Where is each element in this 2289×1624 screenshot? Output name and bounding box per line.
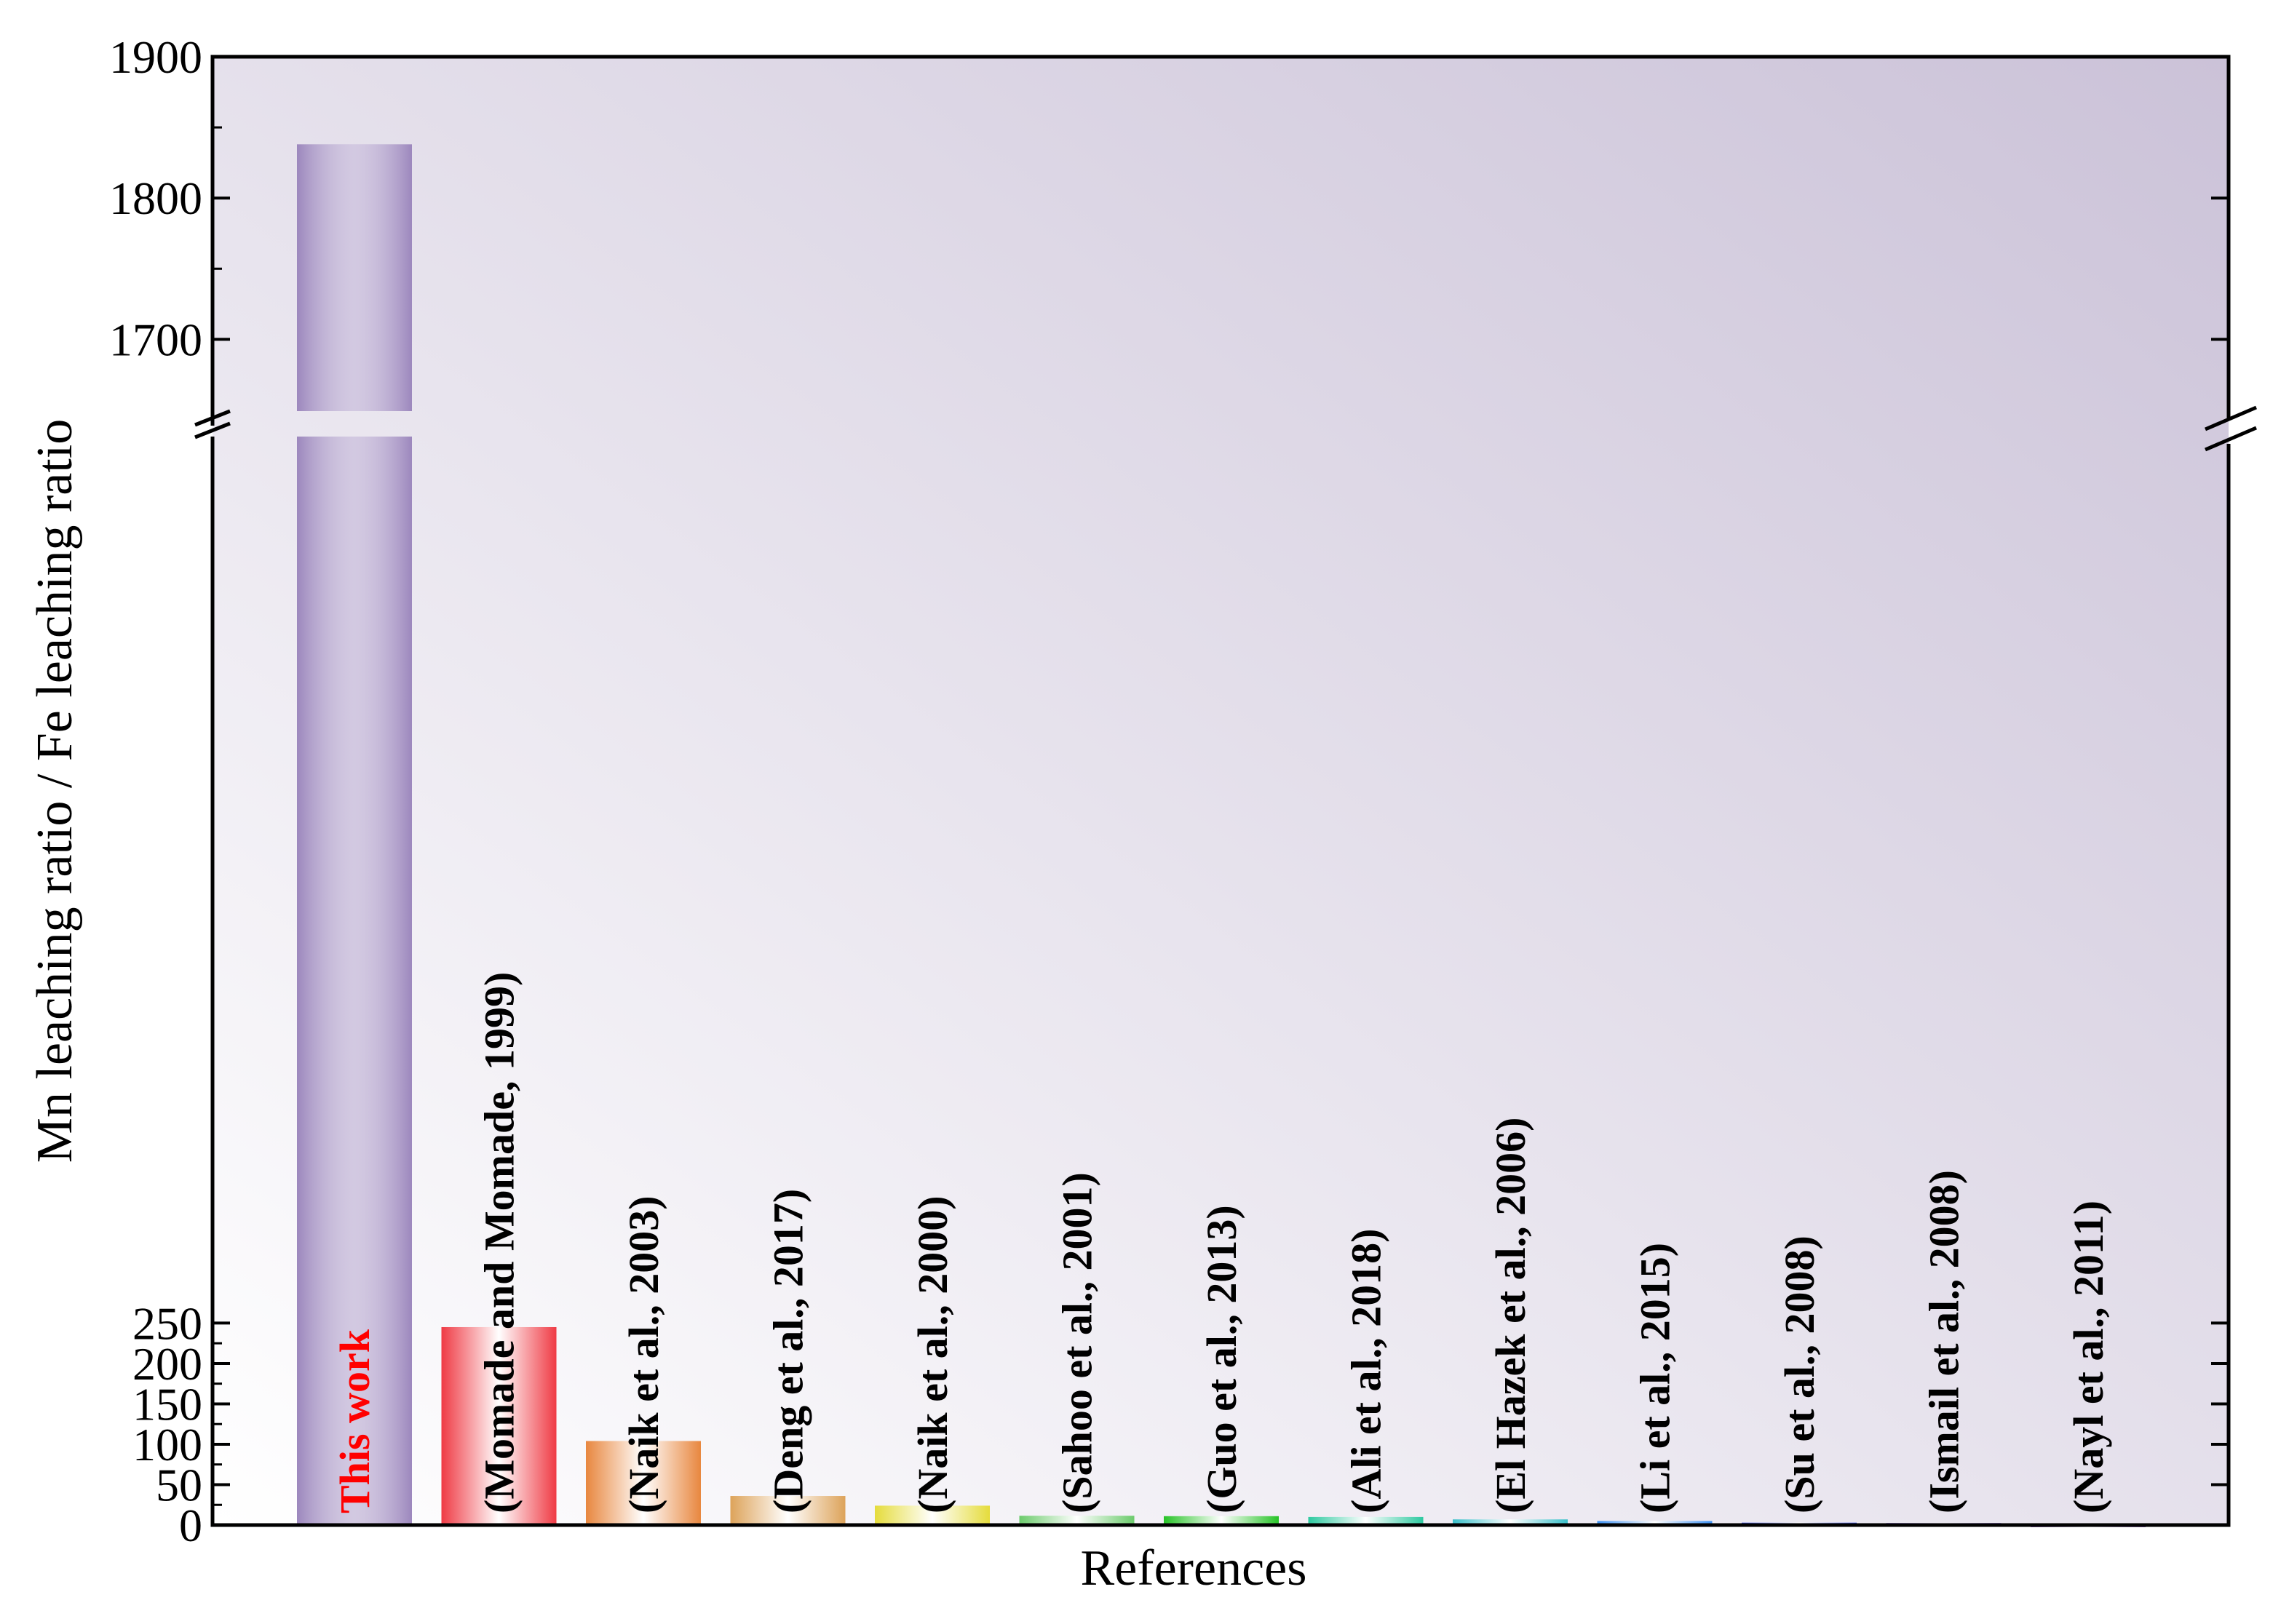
x-axis-title: References — [1081, 1540, 1307, 1596]
bar-label-6: (Guo et al., 2013) — [1198, 1205, 1245, 1513]
bars-group — [297, 144, 2146, 1527]
bar-label-9: (Li et al., 2015) — [1632, 1243, 1679, 1513]
bar-9 — [1597, 1521, 1713, 1525]
bar-5 — [1019, 1516, 1135, 1525]
right-break-mark-2 — [2205, 426, 2257, 452]
left-break-mark-2 — [194, 421, 231, 439]
bar-0-lower-shade — [297, 437, 412, 1525]
bar-label-5: (Sahoo et al., 2001) — [1054, 1172, 1101, 1513]
y-axis-title: Mn leaching ratio / Fe leaching ratio — [27, 419, 83, 1163]
bar-label-7: (Ali et al., 2018) — [1343, 1229, 1390, 1513]
bar-label-0: This work — [331, 1329, 378, 1513]
plot-background — [213, 57, 2229, 1525]
y-tick-label-upper-0: 1700 — [109, 314, 202, 365]
bar-8 — [1453, 1519, 1568, 1525]
bar-label-11: (Ismail et al., 2008) — [1921, 1170, 1968, 1513]
bar-label-4: (Naik et al., 2000) — [909, 1195, 956, 1513]
y-tick-label-lower-0: 0 — [179, 1500, 202, 1551]
bar-label-10: (Su et al., 2008) — [1776, 1235, 1823, 1513]
bar-2 — [586, 1441, 701, 1525]
y-tick-label-lower-1: 50 — [156, 1459, 202, 1510]
y-tick-label-lower-5: 250 — [132, 1297, 202, 1349]
bar-1 — [441, 1326, 557, 1525]
bar-label-12: (Nayl et al., 2011) — [2065, 1201, 2112, 1513]
bar-7 — [1308, 1516, 1424, 1525]
bar-3 — [730, 1496, 846, 1525]
y-tick-label-lower-4: 200 — [132, 1338, 202, 1390]
bar-label-2: (Naik et al., 2003) — [620, 1195, 667, 1513]
bar-label-8: (El Hazek et al., 2006) — [1487, 1118, 1534, 1513]
bar-0-upper-shade — [297, 144, 412, 412]
y-tick-label-upper-1: 1800 — [109, 172, 202, 224]
bar-label-3: (Deng et al., 2017) — [765, 1189, 812, 1513]
y-tick-label-upper-2: 1900 — [109, 31, 202, 83]
right-break-mark-1 — [2205, 405, 2257, 431]
y-tick-label-lower-3: 150 — [132, 1378, 202, 1430]
bar-label-1: (Momade and Momade, 1999) — [476, 972, 523, 1513]
y-tick-label-lower-2: 100 — [132, 1419, 202, 1470]
plot-frame — [210, 55, 2231, 1527]
bar-6 — [1164, 1516, 1279, 1525]
bar-4 — [875, 1505, 990, 1525]
bar-labels-group: This work (Momade and Momade, 1999) (Naik … — [331, 972, 2112, 1513]
